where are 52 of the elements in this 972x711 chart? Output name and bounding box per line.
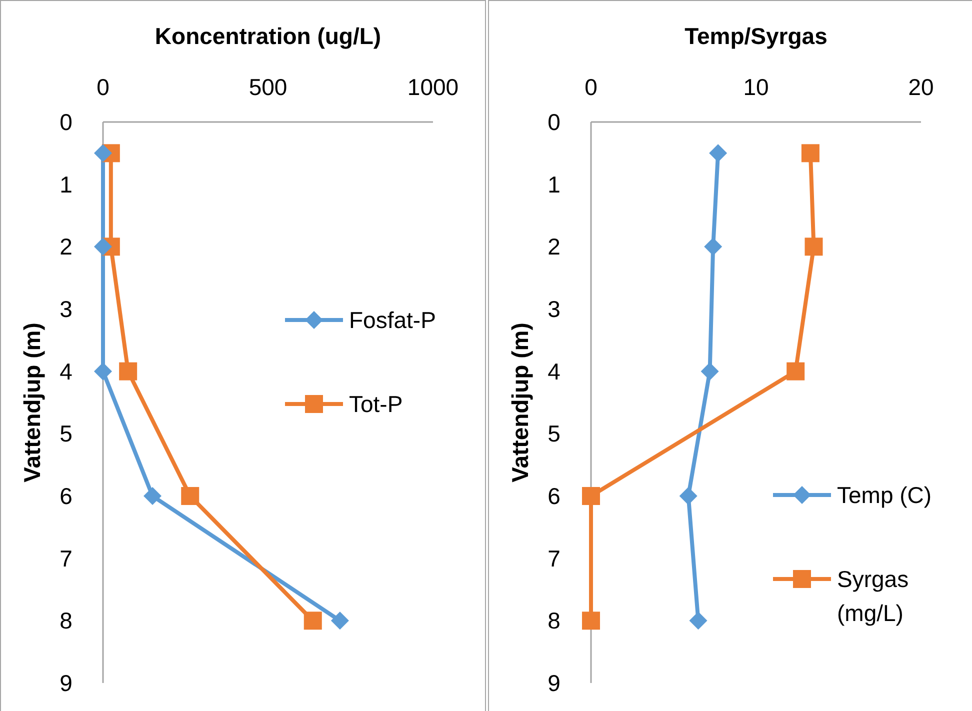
y-tick-label: 1 bbox=[548, 171, 560, 198]
point bbox=[704, 238, 722, 256]
y-tick-label: 1 bbox=[60, 171, 72, 198]
y-tick-label: 7 bbox=[548, 545, 560, 572]
y-tick-label: 0 bbox=[548, 109, 560, 135]
point bbox=[582, 612, 600, 630]
point bbox=[119, 362, 138, 380]
x-tick-label: 1000 bbox=[407, 74, 459, 100]
y-tick-label: 0 bbox=[60, 109, 72, 135]
y-tick-label: 2 bbox=[60, 234, 72, 260]
legend-label: Tot-P bbox=[349, 391, 403, 417]
x-tick-label: 0 bbox=[96, 74, 110, 100]
chart-title: Temp/Syrgas bbox=[684, 23, 828, 49]
y-tick-label: 8 bbox=[548, 608, 560, 634]
point bbox=[94, 144, 112, 162]
chart-title: Koncentration (ug/L) bbox=[154, 23, 382, 49]
point bbox=[700, 362, 719, 380]
x-tick-label: 10 bbox=[743, 74, 769, 100]
y-tick-label: 8 bbox=[60, 608, 72, 634]
y-tick-label: 6 bbox=[60, 483, 72, 509]
legend-label: Syrgas (mg/L) bbox=[837, 566, 909, 626]
point bbox=[801, 144, 820, 162]
point bbox=[330, 612, 349, 630]
y-tick-label: 3 bbox=[60, 296, 72, 322]
y-tick-label: 5 bbox=[60, 420, 72, 447]
y-axis-title: Vattendjup (m) bbox=[507, 322, 533, 482]
y-tick-label: 2 bbox=[548, 234, 560, 260]
y-tick-label: 6 bbox=[548, 483, 560, 509]
point bbox=[582, 487, 600, 505]
y-tick-label: 4 bbox=[548, 358, 561, 384]
y-tick-label: 5 bbox=[548, 420, 560, 447]
point bbox=[144, 487, 162, 505]
x-tick-label: 500 bbox=[248, 74, 288, 100]
y-tick-label: 9 bbox=[548, 670, 560, 696]
y-tick-label: 4 bbox=[60, 358, 73, 384]
y-axis-title: Vattendjup (m) bbox=[19, 322, 45, 482]
y-tick-label: 9 bbox=[60, 670, 72, 696]
point bbox=[689, 612, 708, 630]
y-tick-label: 3 bbox=[548, 296, 560, 322]
point bbox=[804, 238, 823, 256]
point bbox=[304, 612, 322, 630]
point bbox=[181, 487, 200, 505]
x-tick-label: 0 bbox=[584, 74, 598, 100]
legend-label: Temp (C) bbox=[837, 482, 932, 508]
x-tick-label: 20 bbox=[908, 74, 934, 100]
point bbox=[94, 238, 112, 256]
point bbox=[94, 362, 112, 380]
point bbox=[709, 144, 728, 162]
point bbox=[679, 487, 698, 505]
point bbox=[786, 362, 805, 380]
y-tick-label: 7 bbox=[60, 545, 72, 572]
legend-label: Fosfat-P bbox=[349, 307, 436, 333]
